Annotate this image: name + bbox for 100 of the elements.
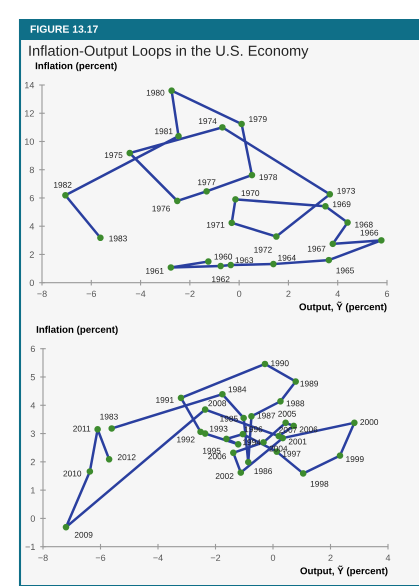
point	[232, 196, 239, 203]
point	[326, 191, 334, 198]
annotation: 1960	[214, 254, 232, 260]
annotation: 1981	[155, 128, 173, 134]
point	[344, 219, 351, 226]
x-tick-label: 2	[328, 554, 333, 561]
annotation: 1988	[286, 400, 304, 406]
x-tick-label: 0	[270, 554, 276, 561]
x-tick-label: −4	[153, 554, 163, 561]
x-axis-title: Output, Ỹ (percent)	[299, 302, 387, 312]
chart-title: Inflation-Output Loops in the U.S. Economy	[29, 45, 308, 59]
point	[322, 203, 329, 210]
point	[282, 420, 289, 426]
annotation: 1993	[210, 426, 228, 432]
annotation: 1998	[310, 480, 328, 487]
annotation: 1982	[54, 182, 72, 188]
point	[240, 414, 247, 422]
point	[277, 398, 284, 405]
point	[106, 456, 112, 463]
y-tick-label: 10	[25, 138, 34, 145]
annotation: 2012	[118, 454, 136, 460]
y-tick-label: 2	[30, 458, 35, 466]
x-tick-label: 0	[236, 290, 242, 297]
annotation: 1999	[346, 456, 364, 462]
point	[378, 237, 385, 244]
x-tick-label: −4	[136, 290, 146, 297]
annotation: 2008	[208, 400, 226, 406]
annotation: 2010	[63, 470, 82, 476]
annotation: 1964	[278, 254, 296, 261]
y-axis-title: Inflation (percent)	[36, 326, 118, 335]
annotation: 2006	[208, 453, 226, 460]
point	[62, 192, 69, 199]
annotation: 2000	[360, 419, 378, 426]
annotation: 1972	[254, 246, 272, 253]
point	[234, 441, 242, 448]
annotation: 1975	[104, 152, 122, 158]
point	[330, 240, 336, 248]
annotation: 2005	[278, 410, 296, 417]
point	[248, 172, 256, 178]
point	[238, 469, 244, 476]
x-tick-label: 6	[384, 290, 390, 297]
annotation: 1969	[332, 201, 350, 208]
point	[273, 233, 280, 240]
point	[174, 198, 181, 204]
point	[240, 430, 246, 438]
x-tick-label: −2	[210, 554, 220, 561]
annotation: 2002	[216, 473, 234, 479]
annotation: 1968	[355, 222, 373, 228]
annotation: 1983	[100, 414, 118, 420]
annotation: 1967	[308, 246, 326, 252]
x-tick-label: −6	[86, 290, 96, 297]
point	[228, 220, 236, 226]
y-tick-label: 12	[25, 110, 34, 117]
point	[94, 426, 101, 433]
point	[97, 234, 104, 242]
annotation: 1992	[177, 436, 195, 442]
point	[270, 260, 277, 268]
annotation: 1976	[152, 206, 170, 212]
x-tick-label: 2	[286, 290, 290, 297]
annotation: 1997	[282, 450, 300, 457]
point	[326, 256, 332, 264]
y-tick-label: 4	[30, 223, 34, 230]
y-tick-label: 1	[31, 487, 35, 494]
point	[202, 406, 208, 413]
annotation: 1962	[212, 276, 230, 282]
point	[205, 258, 212, 265]
annotation: 1970	[242, 190, 260, 196]
annotation: 1990	[271, 360, 289, 366]
annotation: 1984	[228, 386, 246, 392]
x-tick-label: −8	[38, 554, 48, 561]
point	[178, 394, 184, 402]
point	[300, 470, 306, 477]
x-tick-label: −2	[185, 290, 195, 297]
annotation: 1989	[300, 380, 318, 387]
annotation: 1991	[156, 397, 174, 403]
y-tick-label: −1	[26, 544, 35, 550]
point	[262, 360, 268, 368]
annotation: 1974	[198, 118, 217, 124]
point	[223, 436, 230, 442]
point	[62, 524, 70, 530]
y-tick-label: 5	[30, 374, 35, 380]
annotation: 1966	[360, 230, 378, 236]
x-axis-title: Output, Ỹ (percent)	[300, 566, 388, 576]
annotation: 1973	[337, 188, 355, 194]
point	[175, 132, 182, 140]
y-tick-label: 3	[30, 430, 35, 437]
x-tick-label: 4	[386, 554, 390, 561]
point	[238, 120, 245, 128]
y-tick-label: 14	[25, 82, 34, 88]
point	[219, 390, 226, 398]
point	[230, 450, 237, 456]
annotation: 1995	[202, 448, 221, 454]
point	[248, 413, 255, 420]
point	[292, 378, 299, 385]
point	[203, 188, 210, 195]
point	[86, 468, 94, 475]
point	[228, 262, 234, 268]
caption: FIGURE 13.17	[30, 25, 98, 33]
y-tick-label: 4	[30, 402, 36, 409]
annotation: 1987	[258, 412, 276, 419]
